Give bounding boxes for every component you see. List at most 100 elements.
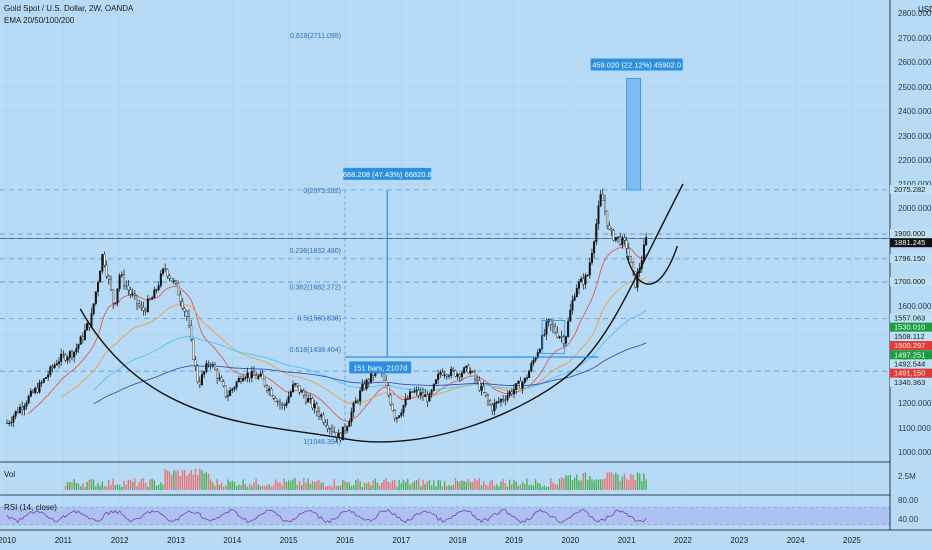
candle-body: [96, 281, 99, 292]
candle-body: [68, 351, 71, 358]
volume-bar: [238, 484, 240, 490]
pane-separators[interactable]: [0, 0, 932, 531]
volume-bar: [545, 486, 548, 490]
candle-body: [326, 424, 329, 429]
drawing-shapes[interactable]: 668.208 (47.43%) 66820.8 151 bars, 2107d 4…: [79, 58, 684, 443]
candle-body: [642, 244, 645, 261]
volume-bar: [138, 482, 140, 490]
x-tick-label: 2024: [787, 536, 805, 545]
volume-bar: [482, 481, 485, 490]
target-measure-box: [626, 78, 642, 191]
volume-bar: [205, 472, 208, 490]
volume-bar: [105, 486, 108, 490]
volume-bar: [201, 470, 203, 490]
volume-bar: [283, 478, 286, 490]
fib-label: 1(1046.394): [303, 439, 341, 446]
volume-bar: [604, 478, 606, 490]
volume-bar: [84, 486, 86, 490]
volume-bar: [381, 482, 383, 490]
candle-body: [239, 377, 242, 382]
price-tag-label: 1508.112: [894, 332, 925, 341]
x-tick-label: 2011: [55, 536, 73, 545]
volume-bar: [95, 486, 97, 490]
candle-body: [391, 404, 394, 411]
candle-body: [114, 302, 117, 304]
candle-body: [75, 348, 78, 353]
candle-body: [187, 316, 190, 326]
volume-bar: [298, 481, 301, 490]
candle-body: [164, 268, 167, 270]
volume-bar: [231, 480, 234, 490]
volume-bar: [268, 484, 270, 490]
candle-body: [350, 411, 353, 423]
indicator-legend[interactable]: EMA 20/50/100/200: [4, 16, 75, 25]
volume-bar: [398, 480, 400, 490]
volume-bar: [194, 468, 197, 490]
volume-bar: [643, 473, 645, 490]
candle-body: [270, 388, 273, 397]
candle-body: [29, 390, 32, 397]
candle-body: [434, 379, 437, 385]
x-tick-label: 2022: [674, 536, 692, 545]
volume-bar: [272, 485, 275, 490]
volume-bar: [157, 484, 160, 490]
volume-bar: [465, 481, 468, 490]
volume-bar: [196, 475, 199, 490]
candle-body: [484, 392, 487, 396]
volume-bar: [597, 479, 600, 490]
candle-body: [645, 237, 648, 246]
candle-body: [623, 237, 626, 241]
volume-bar: [69, 482, 71, 490]
candle-body: [493, 403, 496, 412]
candle-body: [599, 194, 602, 206]
volume-bar: [257, 484, 260, 490]
volume-bar: [144, 482, 147, 490]
candle-body: [532, 360, 535, 364]
price-tag: [890, 277, 932, 286]
volume-bar: [586, 479, 589, 490]
volume-bar: [409, 484, 411, 490]
volume-bar: [129, 479, 132, 490]
candle-body: [549, 319, 552, 325]
price-tag-label: 1530.010: [894, 323, 925, 332]
volume-bar: [86, 481, 88, 490]
candle-body: [205, 363, 208, 372]
fibonacci-retracement[interactable]: 0.618(2711.095) 0(2075.282) 0.236(1832.480…: [290, 33, 346, 446]
candle-body: [445, 374, 448, 377]
volume-bar: [376, 482, 379, 490]
volume-bar: [140, 478, 143, 490]
volume-bar: [368, 481, 370, 490]
volume-bar: [214, 485, 216, 490]
candle-body: [497, 401, 500, 403]
volume-bar: [426, 481, 429, 490]
candle-body: [586, 274, 589, 277]
time-axis[interactable]: 2010 2011 2012 2013 2014 2015 2016 2017 2018 2019…: [0, 536, 861, 545]
price-tag-label: 1700.000: [894, 277, 925, 286]
volume-bar: [623, 473, 626, 490]
volume-bar: [485, 484, 487, 490]
volume-bar: [136, 486, 138, 490]
volume-bar: [400, 483, 403, 490]
candle-body: [363, 384, 366, 389]
volume-bar: [387, 481, 390, 490]
price-tag-label: 1557.063: [894, 313, 925, 322]
volume-bar: [326, 486, 329, 490]
volume-bar: [305, 482, 307, 490]
candle-body: [478, 380, 481, 391]
volume-bar: [300, 484, 303, 490]
candle-body: [614, 237, 617, 241]
volume-bar: [170, 474, 173, 490]
y-tick-label: 1200.000: [898, 399, 932, 408]
volume-bar: [550, 478, 552, 490]
candle-body: [73, 351, 76, 358]
candle-body: [242, 378, 245, 382]
volume-bar: [521, 481, 524, 490]
volume-bar: [389, 482, 392, 490]
candle-body: [101, 254, 104, 272]
candle-body: [40, 382, 43, 384]
volume-bar: [225, 485, 227, 490]
candle-body: [432, 383, 435, 391]
candle-body: [593, 241, 596, 254]
candle-body: [298, 385, 301, 393]
